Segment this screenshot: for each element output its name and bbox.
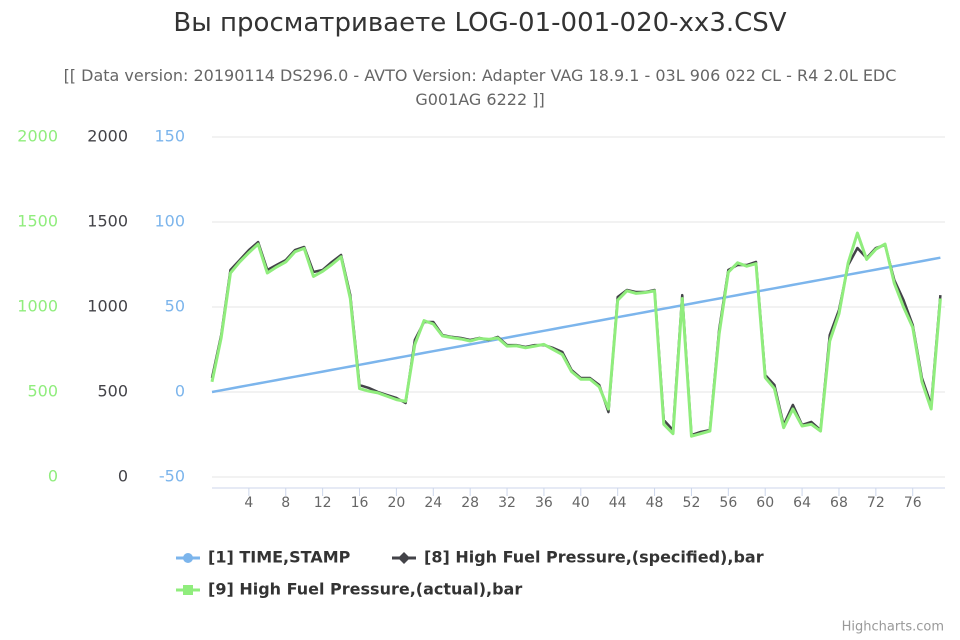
x-tick-label: 36 xyxy=(535,495,553,511)
x-tick-label: 56 xyxy=(719,495,737,511)
y-tick-label: 100 xyxy=(154,212,185,231)
chart-title: Вы просматриваете LOG-01-001-020-xx3.CSV xyxy=(173,8,787,38)
series-line xyxy=(211,256,941,394)
y-tick-label: 1000 xyxy=(17,297,58,316)
y-tick-label: 0 xyxy=(118,467,128,486)
chart-subtitle: [[ Data version: 20190114 DS296.0 - AVTO… xyxy=(63,66,897,109)
y-tick-label: 2000 xyxy=(87,127,128,146)
series-line xyxy=(210,231,942,438)
y-tick-label: 1000 xyxy=(87,297,128,316)
x-tick-label: 4 xyxy=(244,495,253,511)
y-tick-label: 500 xyxy=(27,382,58,401)
legend-item[interactable]: [8] High Fuel Pressure,(specified),bar xyxy=(392,548,764,567)
y-tick-label: 0 xyxy=(48,467,58,486)
x-tick-label: 28 xyxy=(461,495,479,511)
x-tick-label: 20 xyxy=(387,495,405,511)
x-tick-label: 16 xyxy=(351,495,369,511)
legend-label: [9] High Fuel Pressure,(actual),bar xyxy=(208,580,522,599)
x-tick-label: 12 xyxy=(314,495,332,511)
x-tick-label: 40 xyxy=(572,495,590,511)
x-tick-label: 52 xyxy=(683,495,701,511)
y-tick-label: 1500 xyxy=(17,212,58,231)
y-tick-label: -50 xyxy=(159,467,185,486)
y-tick-label: 2000 xyxy=(17,127,58,146)
x-tick-label: 48 xyxy=(646,495,664,511)
legend-marker xyxy=(183,585,193,595)
y-tick-label: 0 xyxy=(175,382,185,401)
x-tick-label: 44 xyxy=(609,495,627,511)
y-tick-label: 500 xyxy=(97,382,128,401)
x-tick-label: 60 xyxy=(756,495,774,511)
x-tick-label: 24 xyxy=(424,495,442,511)
legend-label: [1] TIME,STAMP xyxy=(208,548,351,567)
legend-item[interactable]: [1] TIME,STAMP xyxy=(176,548,351,567)
x-tick-label: 72 xyxy=(867,495,885,511)
x-tick-label: 68 xyxy=(830,495,848,511)
x-tick-label: 8 xyxy=(281,495,290,511)
legend-item[interactable]: [9] High Fuel Pressure,(actual),bar xyxy=(176,580,522,599)
x-tick-label: 76 xyxy=(904,495,922,511)
y-tick-label: 50 xyxy=(165,297,185,316)
legend-marker xyxy=(183,553,193,563)
legend-marker xyxy=(398,552,410,564)
y-tick-label: 1500 xyxy=(87,212,128,231)
y-tick-label: 150 xyxy=(154,127,185,146)
credits: Highcharts.com xyxy=(842,620,944,635)
legend-label: [8] High Fuel Pressure,(specified),bar xyxy=(424,548,764,567)
x-tick-label: 64 xyxy=(793,495,811,511)
x-tick-label: 32 xyxy=(498,495,516,511)
